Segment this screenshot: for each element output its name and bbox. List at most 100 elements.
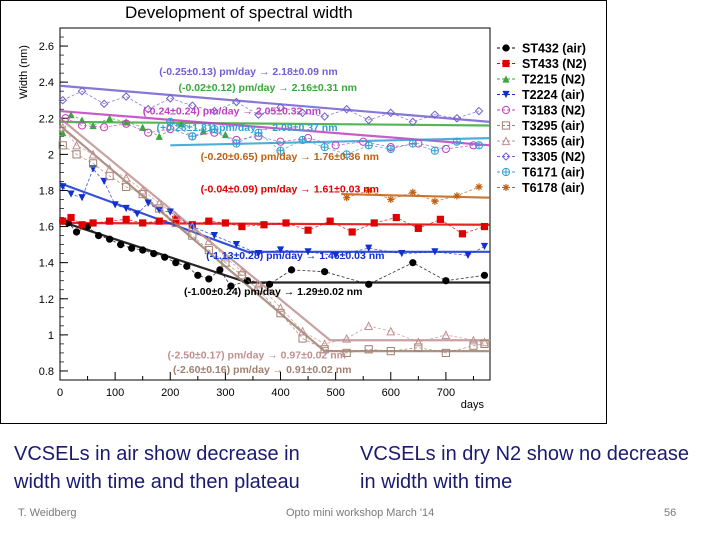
x-tick-label: 200 <box>161 387 179 399</box>
marker-cross <box>431 147 439 155</box>
data-point <box>386 144 395 154</box>
data-point <box>83 222 92 231</box>
data-point <box>232 139 241 148</box>
marker-cross <box>254 129 263 137</box>
data-point <box>78 221 86 229</box>
data-point <box>154 198 164 208</box>
legend-marker <box>501 167 511 177</box>
caption-n2: VCSELs in dry N2 show no decrease in wid… <box>360 443 690 493</box>
data-point <box>452 113 462 123</box>
data-point <box>413 337 423 347</box>
data-point <box>88 149 98 159</box>
series-t2215 <box>59 111 229 140</box>
data-point <box>276 246 285 254</box>
data-point <box>89 121 97 130</box>
data-point <box>342 104 351 114</box>
data-point <box>165 94 175 103</box>
fit-label: (-0.24±0.24) pm/day → 2.05±0.32 nm <box>143 106 321 118</box>
data-point <box>480 222 489 231</box>
data-point <box>409 259 417 267</box>
y-tick-label: 1.2 <box>39 294 54 306</box>
data-point <box>106 235 114 243</box>
data-series <box>58 86 489 358</box>
legend-marker <box>501 136 511 146</box>
marker-cross <box>475 141 483 149</box>
data-point <box>304 248 312 256</box>
data-point <box>298 135 307 145</box>
fit-line <box>59 84 491 123</box>
y-tick-label: 1 <box>48 330 54 342</box>
data-point <box>128 244 136 252</box>
data-point <box>89 219 97 227</box>
data-point <box>106 114 114 122</box>
series-t3365 <box>58 122 489 348</box>
data-point <box>254 285 263 294</box>
data-point <box>431 197 439 205</box>
marker-cross <box>321 143 329 151</box>
data-point <box>187 221 197 231</box>
data-point <box>441 144 450 154</box>
data-point <box>364 345 373 354</box>
data-point <box>254 250 263 258</box>
data-point <box>204 236 214 246</box>
data-point <box>254 110 263 119</box>
data-point <box>150 250 158 258</box>
legend-entry: T3305 (N2) <box>497 150 585 164</box>
data-point <box>331 141 340 150</box>
marker-cross <box>298 136 307 144</box>
marker-cross <box>276 147 285 155</box>
legend-marker <box>501 152 511 161</box>
legend-entry: T6178 (air) <box>497 181 585 195</box>
legend-marker <box>502 75 510 83</box>
data-point <box>155 204 164 213</box>
legend-label: T3305 (N2) <box>522 150 585 164</box>
marker-cross <box>210 125 218 133</box>
legend-label: T2215 (N2) <box>522 73 585 87</box>
data-point <box>469 335 478 345</box>
y-tick-label: 2.2 <box>39 113 54 125</box>
fit-line <box>59 182 490 253</box>
legend-entry: T3295 (air) <box>497 119 585 133</box>
data-point <box>254 279 263 289</box>
data-point <box>348 228 356 236</box>
data-point <box>441 348 450 358</box>
fit-label: (-0.02±0.12) pm/day → 2.16±0.31 nm <box>179 82 357 94</box>
data-point <box>332 251 340 260</box>
series-line <box>62 127 485 345</box>
data-point <box>72 140 81 150</box>
legend-marker <box>502 90 510 99</box>
data-point <box>99 99 109 109</box>
data-point <box>414 224 422 232</box>
fit-label: (-1.00±0.24) pm/day → 1.29±0.02 nm <box>184 286 362 298</box>
marker-cross <box>188 132 196 140</box>
data-point <box>475 183 483 191</box>
legend-marker <box>501 121 511 130</box>
data-point <box>155 206 163 214</box>
data-point <box>220 252 230 262</box>
y-tick-label: 2 <box>48 149 54 161</box>
data-point <box>117 241 125 249</box>
data-point <box>326 217 334 225</box>
data-point <box>480 271 489 279</box>
marker-cross <box>409 139 417 148</box>
fit-label: (-1.13±0.28) pm/day → 1.46±0.03 nm <box>206 250 384 262</box>
data-point <box>188 101 197 110</box>
data-point <box>260 221 268 229</box>
data-point <box>408 139 417 148</box>
data-point <box>227 282 235 290</box>
legend-marker <box>502 183 510 192</box>
data-point <box>161 253 169 261</box>
data-point <box>237 266 247 276</box>
fit-line <box>59 120 491 127</box>
data-point <box>199 127 207 135</box>
x-axis-label: days <box>461 399 485 411</box>
x-tick-label: 700 <box>437 387 455 399</box>
data-point <box>365 280 373 288</box>
data-point <box>458 230 467 238</box>
data-point <box>143 104 153 114</box>
data-point <box>72 228 81 236</box>
data-point <box>342 333 352 343</box>
legend-label: T6178 (air) <box>522 181 585 195</box>
legend-entry: T3365 (air) <box>497 135 585 149</box>
legend: ST432 (air)ST433 (N2) T2215 (N2)T2224 (ai… <box>497 42 587 195</box>
